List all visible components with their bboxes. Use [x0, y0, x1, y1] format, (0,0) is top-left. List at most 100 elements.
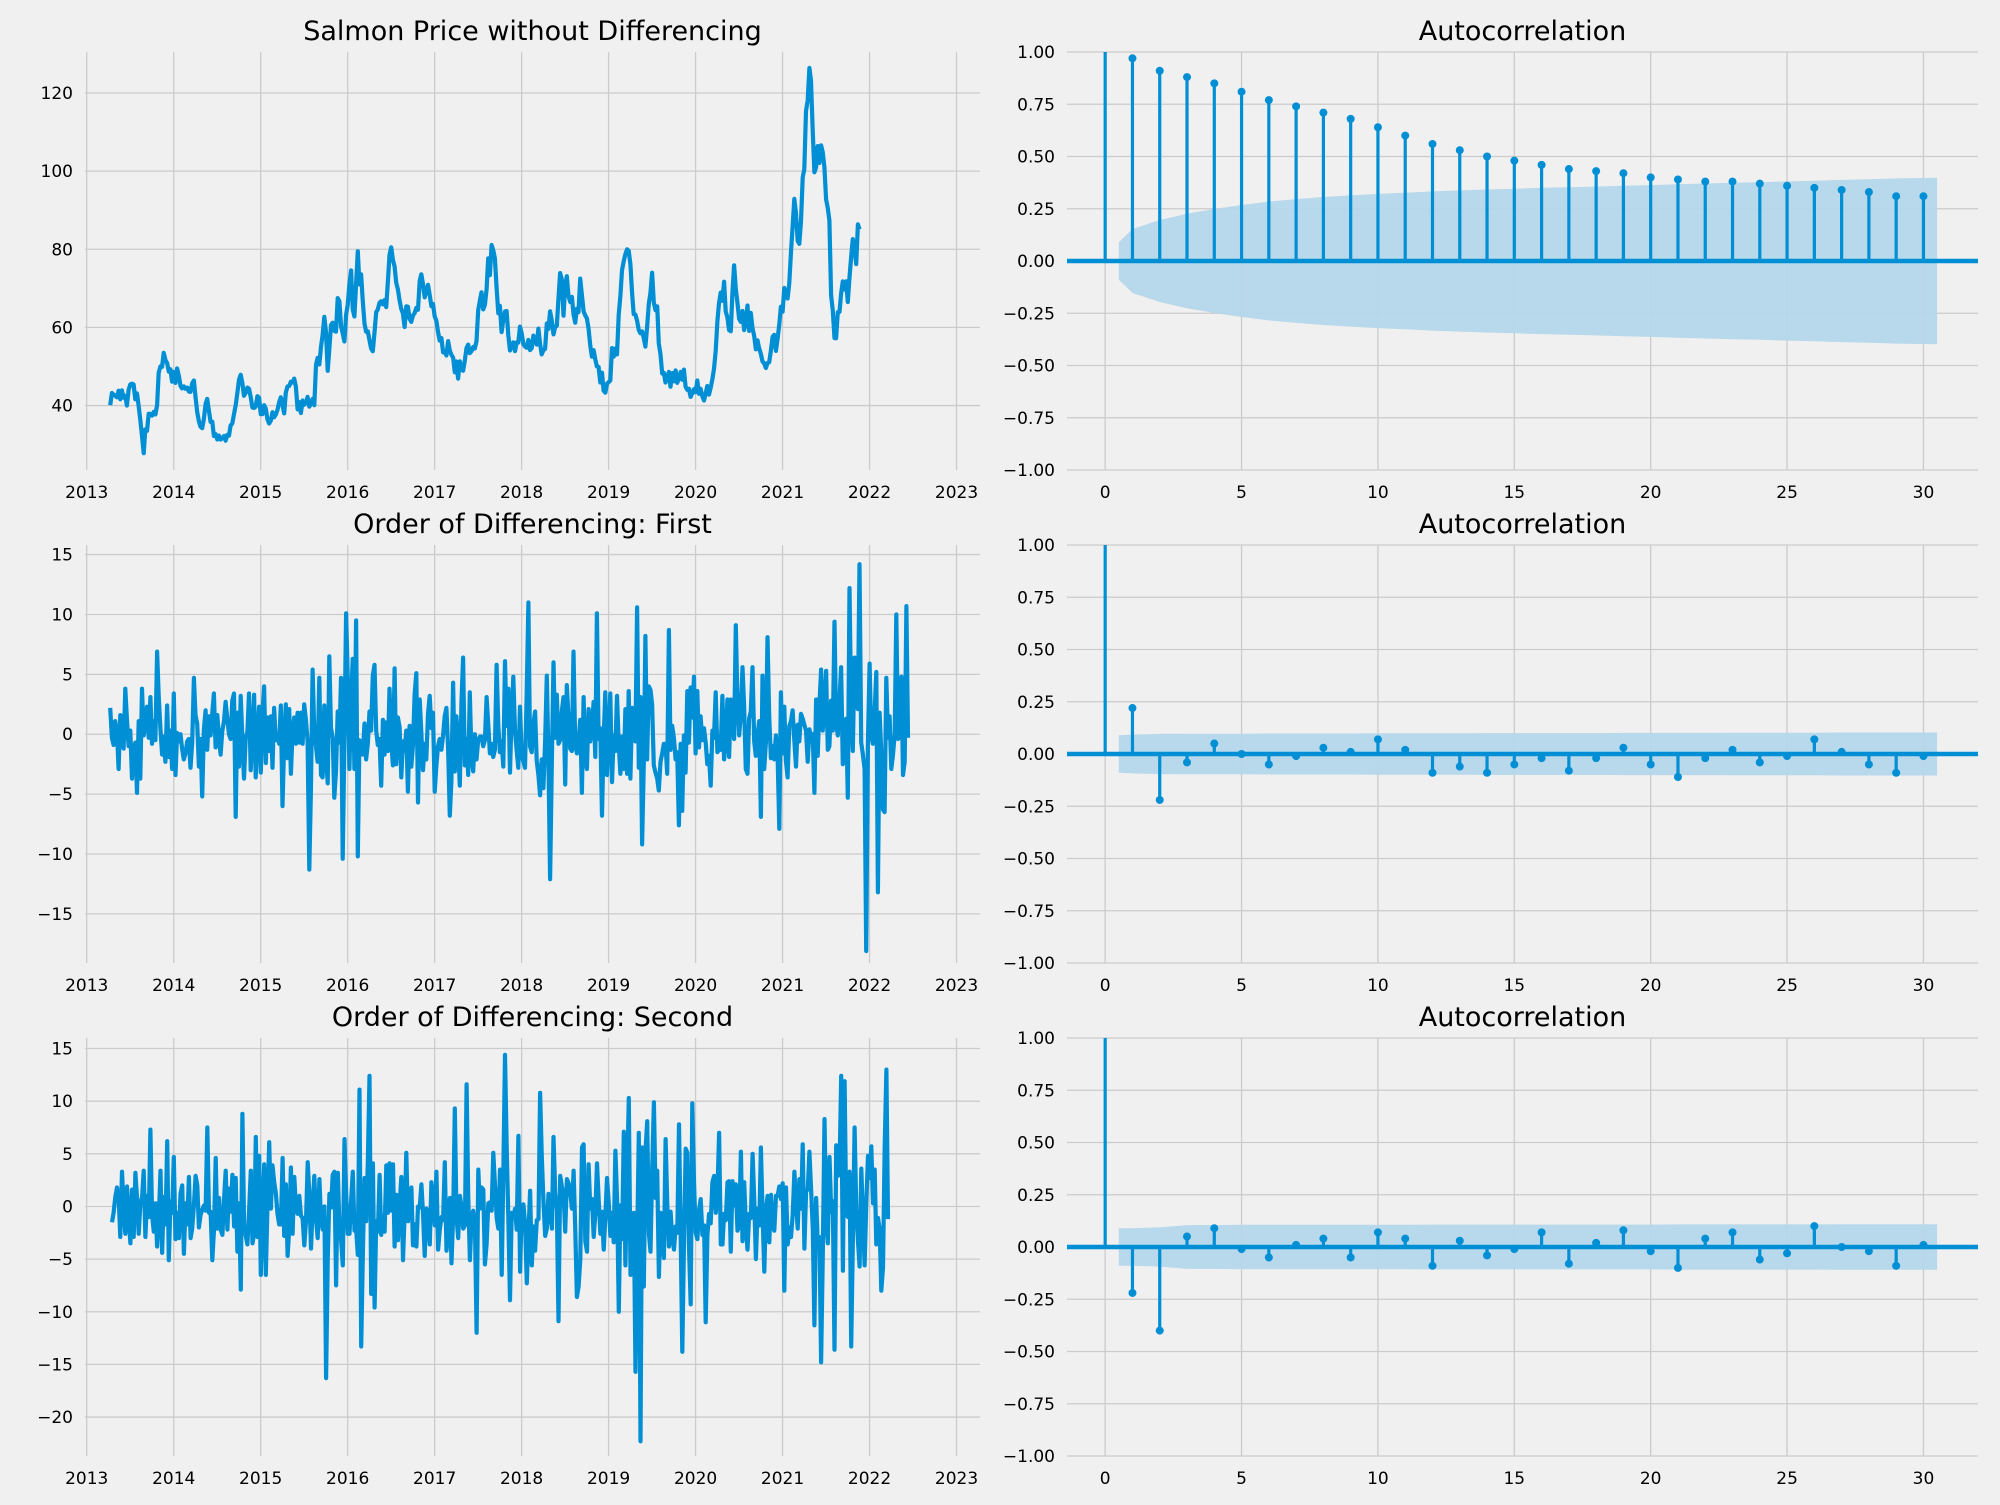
acf-point [1373, 735, 1382, 744]
x-tick-label: 2018 [500, 1469, 543, 1489]
x-tick-label: 2020 [674, 976, 717, 996]
x-tick-label: 5 [1236, 976, 1247, 996]
acf-point [1510, 760, 1519, 769]
acf-point [1783, 752, 1792, 761]
panel-ts-raw: 2013 2014 2015 2016 2017 2018 2019 2020 2021 2022… [41, 16, 980, 503]
acf-point [1373, 1228, 1382, 1237]
y-tick-label: 0.25 [1017, 200, 1055, 220]
acf-point [1346, 1253, 1355, 1262]
y-tick-label: −0.75 [1003, 1395, 1055, 1415]
chart-title: Order of Differencing: First [353, 509, 712, 540]
acf-point [1483, 1251, 1492, 1260]
x-tick-label: 2017 [413, 976, 456, 996]
acf-point [1401, 131, 1410, 140]
y-tick-label: 0.25 [1017, 1186, 1055, 1206]
x-tick-label: 2013 [65, 976, 108, 996]
acf-point [1264, 760, 1273, 769]
acf-point [1319, 1234, 1328, 1243]
y-tick-label: 1.00 [1017, 43, 1055, 63]
y-tick-label: 120 [41, 84, 73, 104]
panel-ts-first: 2013 2014 2015 2016 2017 2018 2019 2020 2021 2022… [37, 509, 980, 996]
series-line [108, 562, 911, 954]
acf-point [1673, 772, 1682, 781]
x-tick-label: 2021 [761, 1469, 804, 1489]
panel-acf-first: 0 5 10 15 20 25 30 −1.00 −0.75 −0.50 −0.25 0.00 0.25… [1003, 509, 1978, 996]
y-tick-label: −0.50 [1003, 1343, 1055, 1363]
y-tick-label: 0.50 [1017, 1134, 1055, 1154]
panel-acf-raw: 0 5 10 15 20 25 30 −1.00 −0.75 −0.50 −0.25 0.00 0.25… [1003, 16, 1978, 503]
acf-point [1919, 192, 1928, 201]
acf-point [1155, 66, 1164, 75]
acf-point [1483, 152, 1492, 161]
acf-point [1592, 167, 1601, 176]
acf-point [1455, 762, 1464, 771]
y-tick-label: 0.75 [1017, 1081, 1055, 1101]
acf-point [1237, 87, 1246, 96]
x-tick-label: 2019 [587, 483, 630, 503]
acf-point [1455, 1236, 1464, 1245]
acf-point [1864, 188, 1873, 197]
acf-point [1373, 123, 1382, 132]
y-tick-label: −1.00 [1003, 461, 1055, 481]
acf-point [1755, 179, 1764, 188]
x-tick-label: 2014 [152, 976, 195, 996]
acf-point [1483, 768, 1492, 777]
acf-point [1919, 752, 1928, 761]
chart-title: Autocorrelation [1419, 509, 1627, 540]
y-tick-label: 1.00 [1017, 1029, 1055, 1049]
acf-point [1155, 1326, 1164, 1335]
acf-point [1728, 745, 1737, 754]
chart-title: Order of Differencing: Second [332, 1002, 733, 1033]
acf-point [1783, 181, 1792, 190]
y-tick-label: 5 [62, 665, 73, 685]
y-tick-label: 0.00 [1017, 1238, 1055, 1258]
acf-point [1673, 175, 1682, 184]
x-tick-label: 20 [1640, 976, 1662, 996]
x-tick-label: 2014 [152, 1469, 195, 1489]
y-tick-label: −1.00 [1003, 1447, 1055, 1467]
x-tick-label: 2019 [587, 1469, 630, 1489]
x-tick-label: 2017 [413, 483, 456, 503]
acf-point [1183, 73, 1192, 82]
x-tick-label: 2019 [587, 976, 630, 996]
acf-point [1701, 177, 1710, 186]
panel-acf-second: 0 5 10 15 20 25 30 −1.00 −0.75 −0.50 −0.25 0.00 0.25… [1003, 1002, 1978, 1489]
acf-point [1237, 1245, 1246, 1254]
acf-point [1619, 1226, 1628, 1235]
x-tick-label: 2015 [239, 976, 282, 996]
y-tick-label: −0.75 [1003, 902, 1055, 922]
x-tick-label: 2021 [761, 976, 804, 996]
acf-point [1183, 758, 1192, 767]
acf-point [1837, 747, 1846, 756]
y-tick-label: 0.50 [1017, 641, 1055, 661]
acf-point [1837, 1243, 1846, 1251]
acf-point [1401, 1234, 1410, 1243]
acf-point [1292, 102, 1301, 111]
y-tick-label: 1.00 [1017, 536, 1055, 556]
acf-point [1128, 1288, 1137, 1297]
acf-point [1510, 156, 1519, 165]
y-tick-label: −0.50 [1003, 357, 1055, 377]
y-tick-label: 5 [62, 1145, 73, 1165]
panel-ts-second: 2013 2014 2015 2016 2017 2018 2019 2020 2021 2022… [37, 1002, 980, 1489]
acf-point [1592, 1238, 1601, 1247]
acf-point [1428, 1261, 1437, 1270]
acf-point [1210, 1224, 1219, 1233]
acf-point [1155, 795, 1164, 804]
chart-title: Autocorrelation [1419, 16, 1627, 47]
chart-title: Autocorrelation [1419, 1002, 1627, 1033]
x-tick-label: 25 [1776, 483, 1798, 503]
acf-point [1292, 752, 1301, 761]
acf-point [1919, 1240, 1928, 1249]
acf-point [1837, 185, 1846, 194]
acf-point [1810, 1222, 1819, 1231]
y-tick-label: −0.25 [1003, 304, 1055, 324]
x-tick-label: 2022 [848, 1469, 891, 1489]
y-tick-label: −20 [37, 1408, 73, 1428]
x-tick-label: 2021 [761, 483, 804, 503]
acf-point [1728, 1228, 1737, 1237]
y-tick-label: −1.00 [1003, 954, 1055, 974]
x-tick-label: 2013 [65, 483, 108, 503]
acf-point [1401, 745, 1410, 754]
x-tick-label: 15 [1503, 976, 1525, 996]
